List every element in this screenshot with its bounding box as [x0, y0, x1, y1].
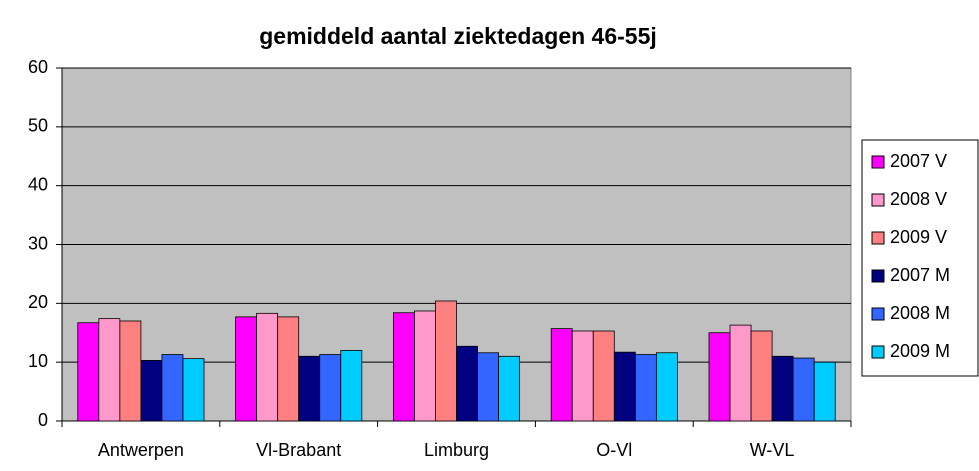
- bar: [161, 354, 184, 422]
- bar: [456, 345, 478, 422]
- y-tick-label: 20: [28, 292, 48, 312]
- x-tick-label: Vl-Brabant: [256, 440, 341, 460]
- bar: [571, 330, 594, 422]
- legend-label: 2008 V: [890, 189, 947, 209]
- legend-box: [861, 139, 979, 377]
- y-tick-label: 0: [38, 410, 48, 430]
- bar: [729, 324, 752, 422]
- bar: [414, 310, 436, 422]
- x-tick-label: W-VL: [750, 440, 795, 460]
- bar: [256, 312, 279, 422]
- legend-swatch: [871, 269, 885, 283]
- y-tick-label: 10: [28, 351, 48, 371]
- bar: [392, 312, 415, 422]
- bar: [98, 318, 121, 422]
- x-tick-label: O-Vl: [596, 440, 632, 460]
- legend-swatch: [871, 193, 885, 207]
- y-tick-label: 40: [28, 174, 48, 194]
- legend-label: 2009 V: [890, 227, 947, 247]
- bar: [340, 349, 363, 422]
- bar: [550, 328, 573, 422]
- bar: [319, 354, 342, 422]
- y-tick-label: 60: [28, 57, 48, 77]
- y-tick-label: 30: [28, 233, 48, 253]
- bar: [792, 357, 815, 422]
- legend-swatch: [871, 345, 885, 359]
- bar: [613, 351, 636, 422]
- chart-title: gemiddeld aantal ziektedagen 46-55j: [259, 23, 657, 49]
- bar: [655, 352, 678, 422]
- y-tick-label: 50: [28, 116, 48, 136]
- bar: [298, 355, 321, 422]
- bar: [277, 316, 300, 422]
- bar: [634, 354, 657, 422]
- legend-label: 2007 V: [890, 151, 947, 171]
- legend-swatch: [871, 155, 885, 169]
- bar: [140, 360, 163, 422]
- legend-label: 2009 M: [890, 341, 950, 361]
- bar: [182, 358, 205, 422]
- bar: [477, 352, 499, 422]
- legend-label: 2007 M: [890, 265, 950, 285]
- bar: [771, 355, 794, 422]
- legend-swatch: [871, 307, 885, 321]
- bar: [119, 320, 142, 422]
- bar: [77, 322, 100, 422]
- x-tick-label: Limburg: [424, 440, 489, 460]
- x-tick-label: Antwerpen: [98, 440, 184, 460]
- legend-swatch: [871, 231, 885, 245]
- bar: [592, 330, 615, 422]
- bar: [750, 330, 773, 422]
- legend-label: 2008 M: [890, 303, 950, 323]
- bar: [435, 300, 457, 422]
- bar: [708, 332, 731, 422]
- bar: [235, 316, 258, 422]
- bar: [498, 355, 521, 422]
- bar: [813, 361, 836, 422]
